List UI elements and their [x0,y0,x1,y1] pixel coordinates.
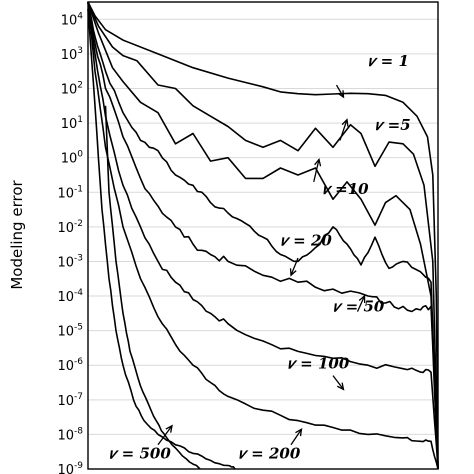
label-arrow [332,375,345,390]
label-arrowhead [341,118,349,127]
series-label: 𝜈 = 500 [109,444,171,462]
series-label: 𝜈 = 100 [288,354,350,372]
label-arrowhead [314,157,322,167]
y-tick-label: 10-3 [57,253,83,270]
label-arrowhead [336,382,345,391]
plot-frame [87,1,439,470]
label-arrowhead [295,427,303,437]
series-label: 𝜈 =5 [375,116,411,134]
y-axis-label: Modeling error [8,180,26,290]
series-line [87,1,439,470]
series-label: 𝜈 = 1 [368,52,409,70]
series-line [87,1,439,470]
curves [87,1,439,470]
series-label: 𝜈 = 20 [281,232,333,250]
series-line [87,1,439,470]
y-tick-label: 10-1 [57,184,83,201]
y-tick-labels: 104 103 102 101 100 10-1 10-2 10-3 10-4 10-5 10-6 1… [57,11,83,474]
series-label: 𝜈 =10 [323,180,370,198]
label-arrow [290,257,299,276]
y-tick-label: 100 [61,150,84,167]
label-arrow [356,295,366,312]
y-tick-label: 10-4 [57,288,83,305]
y-tick-label: 103 [61,46,83,63]
label-arrow [339,119,348,141]
series-line [87,1,439,470]
y-tick-label: 10-6 [57,357,83,374]
label-arrow [335,84,345,98]
y-tick-label: 10-9 [57,461,83,474]
series-label: 𝜈 = 200 [239,444,301,462]
y-tick-label: 10-2 [57,219,83,236]
series-line [104,105,201,470]
label-arrowhead [165,424,173,433]
series-line [87,8,236,470]
label-arrow [313,159,320,183]
y-tick-label: 10-7 [57,392,83,409]
y-tick-label: 10-8 [57,426,83,443]
series-labels: 𝜈 = 1 𝜈 =5 𝜈 =10 𝜈 = 20 𝜈 = 50 𝜈 = 100 𝜈 = 200… [109,52,411,463]
y-tick-label: 102 [61,80,83,97]
y-tick-label: 104 [61,11,84,28]
label-arrowhead [358,294,366,304]
y-tick-label: 10-5 [57,323,83,340]
y-tick-label: 101 [61,115,83,132]
label-arrow [290,428,303,446]
series-label: 𝜈 = 50 [333,297,385,315]
series-line [87,1,439,470]
series-line [87,1,439,470]
label-arrow [157,425,173,446]
series-line [87,1,439,470]
label-arrowhead [289,268,297,277]
label-arrowhead [337,90,345,99]
